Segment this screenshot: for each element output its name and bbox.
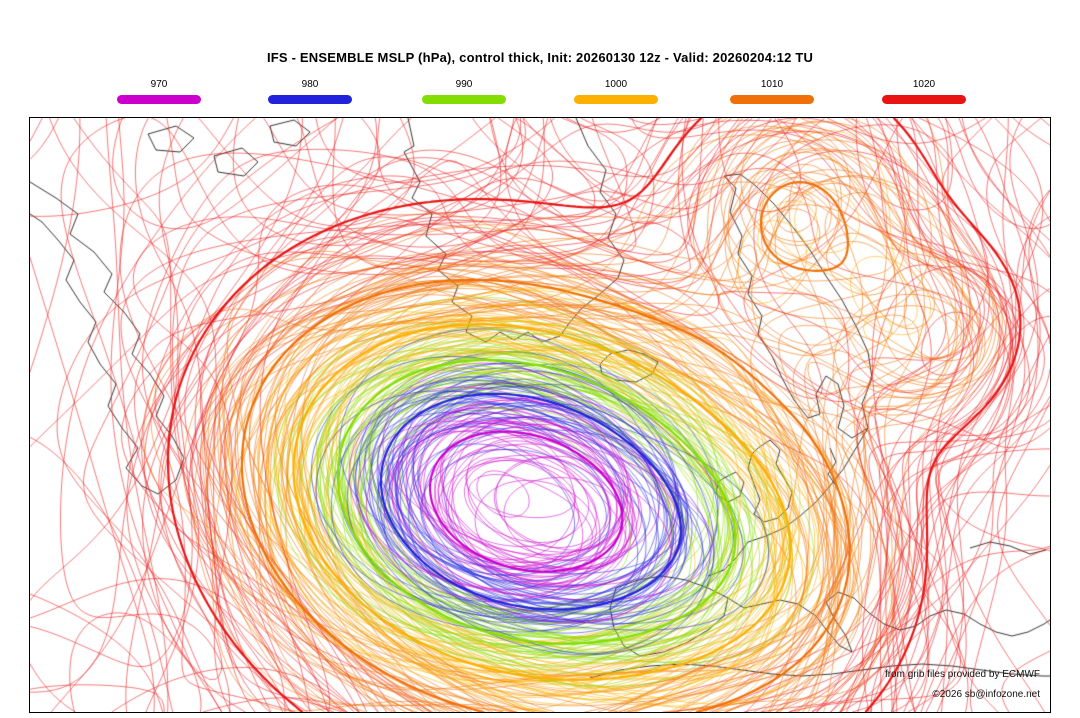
ensemble-map-canvas [30,118,1050,712]
legend-label: 1010 [760,79,784,90]
legend-label: 970 [150,79,168,90]
attribution-line-2: ©2026 sb@infozone.net [932,689,1040,700]
attribution-line-1: from grib files provided by ECMWF [884,669,1040,680]
legend-color-bar [730,95,814,104]
legend-item: 990 [422,79,506,104]
legend-color-bar [882,95,966,104]
legend-color-bar [268,95,352,104]
legend-label: 980 [301,79,319,90]
legend-item: 970 [117,79,201,104]
legend-item: 1000 [574,79,658,104]
legend-label: 1000 [604,79,628,90]
legend-item: 1010 [730,79,814,104]
legend-color-bar [574,95,658,104]
legend-color-bar [117,95,201,104]
legend-color-bar [422,95,506,104]
chart-title: IFS - ENSEMBLE MSLP (hPa), control thick… [266,50,814,65]
map-panel: from grib files provided by ECMWF ©2026 … [29,117,1051,713]
legend-item: 980 [268,79,352,104]
pressure-legend: 970 980 990 1000 1010 1020 [0,79,1080,113]
legend-item: 1020 [882,79,966,104]
legend-label: 1020 [912,79,936,90]
legend-label: 990 [455,79,473,90]
